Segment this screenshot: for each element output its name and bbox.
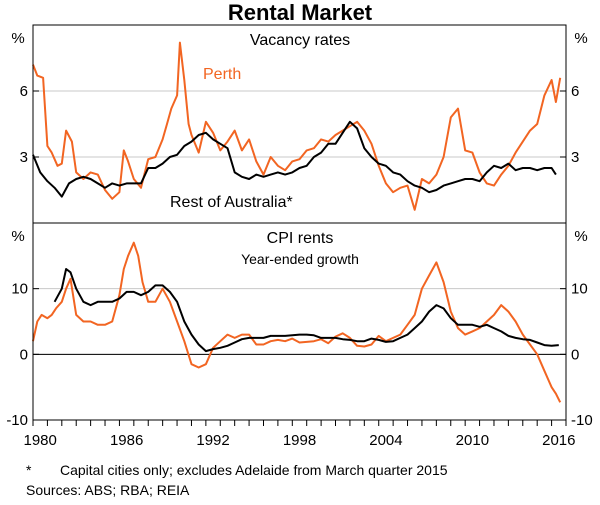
series-line-rest-of-australia	[53, 268, 559, 353]
y-tick-label-left: 3	[20, 149, 28, 166]
chart-title: Rental Market	[228, 0, 373, 25]
series-label-rest: Rest of Australia*	[170, 194, 293, 211]
footnote-marker: *	[26, 462, 32, 478]
panel-subtitle: Year-ended growth	[241, 251, 359, 267]
y-tick-label-right: 10	[571, 281, 588, 298]
y-tick-label-right: 3	[571, 149, 579, 166]
series-line-perth	[32, 41, 562, 211]
y-unit-right: %	[574, 30, 587, 47]
x-tick-label: 1980	[24, 432, 57, 449]
x-tick-label: 2010	[456, 432, 489, 449]
series-line-perth	[32, 241, 562, 403]
y-tick-label-right: 0	[571, 346, 579, 363]
x-tick-label: 2016	[542, 432, 575, 449]
panel-title: CPI rents	[267, 230, 334, 247]
y-tick-label-left: 10	[11, 281, 28, 298]
y-tick-label-left: -10	[6, 412, 28, 429]
y-unit-right: %	[574, 228, 587, 245]
y-unit-left: %	[11, 30, 24, 47]
y-tick-label-right: 6	[571, 83, 579, 100]
y-tick-label-left: 0	[20, 346, 28, 363]
footnote: * Capital cities only; excludes Adelaide …	[26, 462, 448, 478]
x-tick-label: 2004	[369, 432, 402, 449]
x-tick-label: 1998	[283, 432, 316, 449]
sources-note: Sources: ABS; RBA; REIA	[26, 482, 190, 498]
y-unit-left: %	[11, 228, 24, 245]
x-tick-label: 1992	[196, 432, 229, 449]
series-label-perth: Perth	[203, 66, 241, 83]
y-tick-label-left: 6	[20, 83, 28, 100]
y-tick-label-right: -10	[571, 412, 593, 429]
x-tick-label: 1986	[110, 432, 143, 449]
panel-title: Vacancy rates	[250, 32, 350, 49]
series-line-rest-of-australia	[32, 120, 557, 198]
footnote-text: Capital cities only; excludes Adelaide f…	[60, 462, 448, 478]
